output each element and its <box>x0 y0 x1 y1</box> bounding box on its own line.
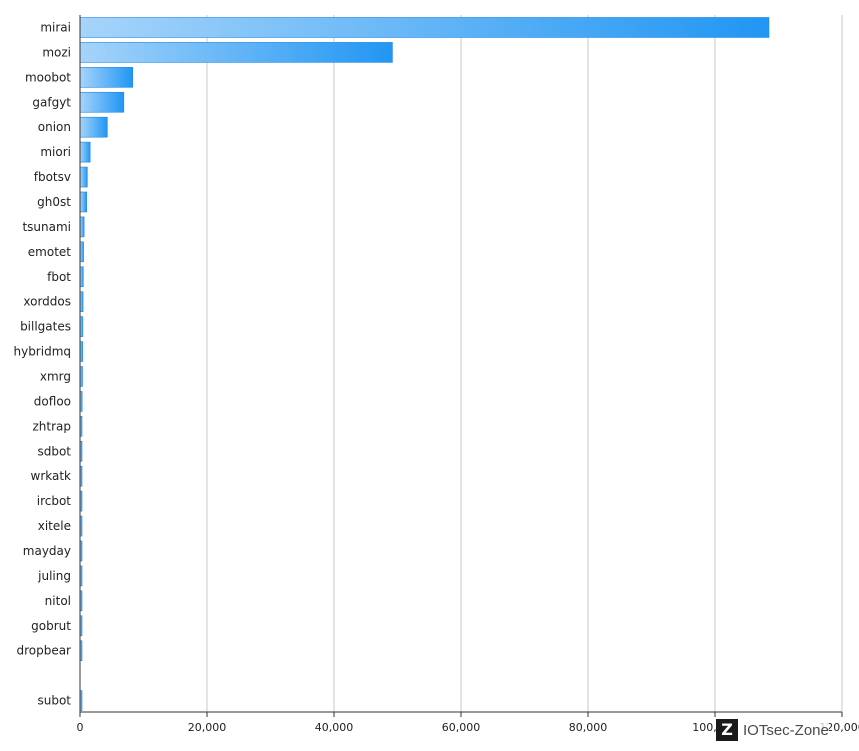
category-label: dropbear <box>16 644 71 658</box>
bar-moobot <box>79 67 134 88</box>
watermark-text: IOTsec-Zone <box>743 721 829 739</box>
category-label: mayday <box>23 544 71 558</box>
bars <box>79 17 770 711</box>
category-label: hybridmq <box>13 345 71 359</box>
category-label: juling <box>37 569 71 583</box>
bar-tsunami <box>79 216 85 238</box>
category-label: subot <box>37 694 71 708</box>
category-label: dofloo <box>34 394 71 408</box>
watermark-logo-icon: Z <box>716 719 738 741</box>
bar-gh0st <box>79 191 87 213</box>
x-tick-label: 80,000 <box>569 721 608 734</box>
bar-fbotsv <box>79 166 88 188</box>
category-label: wrkatk <box>31 469 72 483</box>
category-label: miori <box>40 145 71 159</box>
bar-miori <box>79 141 91 163</box>
category-label: mozi <box>42 45 71 59</box>
category-label: sdbot <box>37 444 71 458</box>
category-label: gafgyt <box>32 95 71 109</box>
x-tick-label: 0 <box>77 721 84 734</box>
bar-onion <box>79 116 108 138</box>
watermark: Z IOTsec-Zone <box>716 716 829 744</box>
grid <box>206 15 843 712</box>
category-label: nitol <box>45 594 71 608</box>
category-label: onion <box>38 120 71 134</box>
category-label: moobot <box>25 70 71 84</box>
category-label: xorddos <box>23 295 71 309</box>
x-tick-label: 20,000 <box>188 721 227 734</box>
category-label: tsunami <box>22 220 71 234</box>
category-label: zhtrap <box>32 419 71 433</box>
category-label: emotet <box>28 245 72 259</box>
x-tick-label: 60,000 <box>442 721 481 734</box>
x-tick-label: 40,000 <box>315 721 354 734</box>
category-labels: mirai mozi moobot gafgyt onion miori fbotsv gh0… <box>13 20 71 707</box>
category-label: gh0st <box>37 195 71 209</box>
category-label: xitele <box>38 519 71 533</box>
category-label: mirai <box>40 20 71 34</box>
category-label: ircbot <box>37 494 72 508</box>
bar-mozi <box>79 42 393 63</box>
category-label: gobrut <box>31 619 71 633</box>
bar-mirai <box>79 17 770 38</box>
bar-gafgyt <box>79 91 125 113</box>
category-label: fbot <box>47 270 71 284</box>
x-tick-label: 120,000 <box>819 721 859 734</box>
category-label: billgates <box>20 320 71 334</box>
category-label: xmrg <box>40 369 71 383</box>
bar-emotet <box>79 241 84 263</box>
category-label: fbotsv <box>34 170 71 184</box>
